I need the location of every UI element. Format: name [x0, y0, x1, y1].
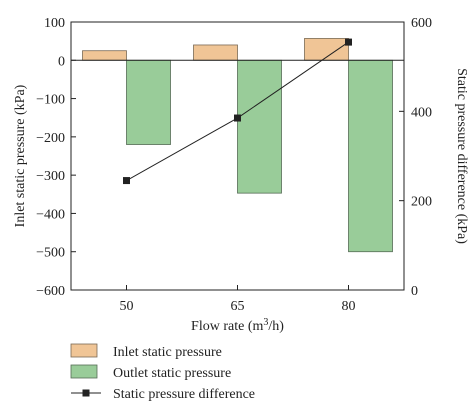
- outlet-bar-50: [126, 59, 171, 145]
- difference-marker-50: [123, 177, 130, 185]
- x-axis-title-suffix: /h): [268, 319, 284, 334]
- x-axis-title-main: Flow rate (m: [191, 319, 263, 334]
- difference-marker-65: [234, 114, 241, 122]
- left-tick-label: −100: [36, 93, 65, 108]
- left-tick-label: 100: [44, 16, 65, 31]
- x-axis: 50 65 80: [120, 285, 356, 314]
- right-tick-label: 400: [411, 105, 432, 120]
- right-tick-label: 0: [411, 284, 418, 299]
- right-tick-label: 200: [411, 195, 432, 210]
- line-layer: [123, 38, 352, 185]
- x-tick-label: 65: [231, 299, 245, 314]
- inlet-bar-50: [82, 50, 127, 61]
- legend-swatch-inlet: [70, 343, 98, 358]
- left-tick-label: −200: [36, 131, 65, 146]
- left-tick-label: −600: [36, 284, 65, 299]
- left-tick-label: −300: [36, 169, 65, 184]
- right-axis: 600 400 200 0: [399, 16, 432, 299]
- left-tick-label: −500: [36, 246, 65, 261]
- legend-label-difference: Static pressure difference: [113, 387, 255, 402]
- left-tick-label: 0: [58, 54, 65, 69]
- difference-marker-80: [345, 38, 352, 46]
- outlet-bar-65: [237, 59, 282, 194]
- x-tick-label: 80: [342, 299, 356, 314]
- x-axis-title: Flow rate (m3/h): [191, 317, 284, 335]
- legend-swatch-outlet: [70, 364, 98, 379]
- x-tick-label: 50: [120, 299, 134, 314]
- left-tick-label: −400: [36, 207, 65, 222]
- legend-label-outlet: Outlet static pressure: [113, 366, 231, 381]
- outlet-bar-80: [348, 59, 393, 253]
- right-axis-title: Static pressure difference (kPa): [454, 68, 469, 244]
- inlet-bar-65: [193, 44, 238, 61]
- left-axis: 100 0 −100 −200 −300 −400 −500 −600: [36, 16, 76, 299]
- left-axis-title: Inlet static pressure (kPa): [13, 84, 28, 227]
- legend: Inlet static pressure Outlet static pres…: [70, 343, 255, 402]
- legend-label-inlet: Inlet static pressure: [113, 345, 222, 360]
- bars-layer: [82, 38, 393, 253]
- x-axis-title-superscript: 3: [263, 317, 268, 328]
- legend-marker-difference: [82, 389, 90, 397]
- right-tick-label: 600: [411, 16, 432, 31]
